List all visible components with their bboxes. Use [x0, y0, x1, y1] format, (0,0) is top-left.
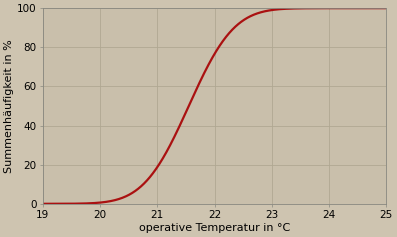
X-axis label: operative Temperatur in °C: operative Temperatur in °C: [139, 223, 290, 233]
Y-axis label: Summenhäufigkeit in %: Summenhäufigkeit in %: [4, 39, 14, 173]
